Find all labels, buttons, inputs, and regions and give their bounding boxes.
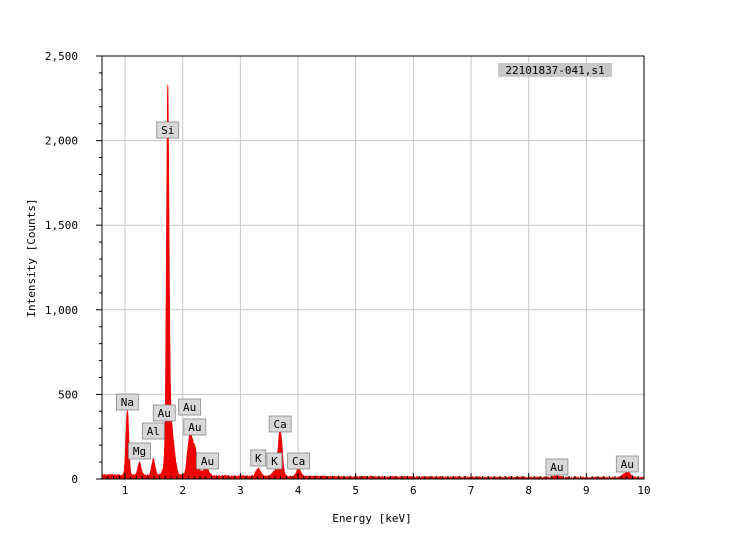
x-tick-label: 3 [237, 484, 244, 497]
peak-label-au: Au [196, 452, 219, 470]
peak-label-box [156, 121, 180, 139]
peak-label-au: Au [615, 455, 639, 473]
peak-label-box [615, 455, 639, 473]
grid-lines [102, 56, 644, 479]
y-tick-label: 2,000 [45, 135, 78, 148]
y-tick-label: 0 [71, 473, 78, 486]
peak-label-text: Au [621, 458, 634, 471]
peak-label-box [128, 442, 151, 460]
peak-label-au: Au [178, 398, 202, 416]
peak-label-box [266, 452, 283, 470]
plot-frame [101, 55, 645, 480]
peak-label-text: K [271, 455, 278, 468]
x-tick-label: 9 [583, 484, 590, 497]
peak-label-box [141, 422, 165, 440]
sample-label: 22101837-041,s1 [505, 64, 604, 77]
peak-label-na: Na [115, 393, 139, 411]
peak-label-au: Au [152, 404, 176, 422]
peak-label-text: Au [158, 407, 171, 420]
peak-label-text: K [255, 452, 262, 465]
peak-label-ca: Ca [287, 452, 311, 470]
sample-label-box: 22101837-041,s1 [498, 63, 612, 77]
peak-label-text: Ca [292, 455, 305, 468]
peak-label-text: Mg [133, 445, 146, 458]
peak-label-box [178, 398, 202, 416]
y-tick-label: 500 [58, 388, 78, 401]
peak-label-box [250, 449, 267, 467]
peak-label-text: Au [188, 421, 201, 434]
x-tick-label: 6 [410, 484, 417, 497]
y-axis-title: Intensity [Counts] [25, 198, 38, 317]
peak-label-mg: Mg [128, 442, 151, 460]
peak-label-text: Au [183, 401, 196, 414]
peak-label-box [268, 415, 292, 433]
peak-label-box [183, 418, 207, 436]
spectrum-area [101, 84, 645, 480]
peak-label-box [115, 393, 139, 411]
peak-label-ca: Ca [268, 415, 292, 433]
x-tick-label: 10 [637, 484, 650, 497]
peak-label-text: Au [550, 461, 563, 474]
peak-label-box [545, 458, 569, 476]
peak-label-box [152, 404, 176, 422]
x-axis-title: Energy [keV] [332, 512, 411, 525]
peak-label-text: Al [147, 425, 160, 438]
x-tick-label: 7 [468, 484, 475, 497]
x-tick-label: 4 [295, 484, 302, 497]
y-tick-label: 2,500 [45, 50, 78, 63]
y-tick-labels: 0 500 1,000 1,500 2,000 2,500 [45, 50, 78, 486]
peak-label-al: Al [141, 422, 165, 440]
peak-label-au: Au [545, 458, 569, 476]
x-tick-label: 8 [525, 484, 532, 497]
x-tick-label: 2 [179, 484, 186, 497]
peak-label-au: Au [183, 418, 207, 436]
peak-label-text: Ca [274, 418, 287, 431]
peak-label-text: Si [161, 124, 174, 137]
x-tick-labels: 1 2 3 4 5 6 7 8 9 10 [122, 484, 651, 497]
peak-label-box [196, 452, 219, 470]
peak-label-text: Na [121, 396, 134, 409]
peak-label-box [287, 452, 311, 470]
axis-ticks [96, 55, 645, 480]
sample-label-bg [498, 63, 612, 77]
x-tick-label: 5 [352, 484, 359, 497]
peak-label-k: K [266, 452, 283, 470]
peak-label-text: Au [201, 455, 214, 468]
x-tick-label: 1 [122, 484, 129, 497]
y-tick-label: 1,500 [45, 219, 78, 232]
peak-label-k: K [250, 449, 267, 467]
peak-label-si: Si [156, 121, 180, 139]
y-tick-label: 1,000 [45, 304, 78, 317]
